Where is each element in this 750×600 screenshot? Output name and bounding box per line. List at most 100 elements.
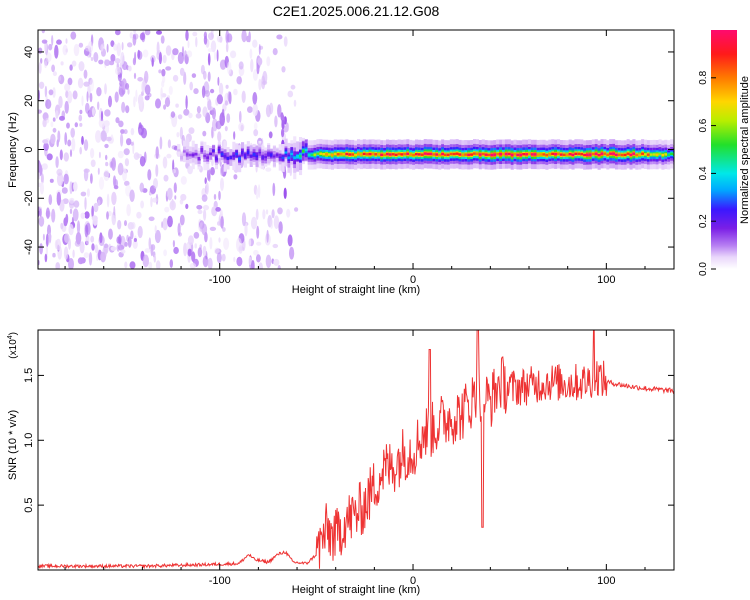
spectrogram-noise-blob — [98, 176, 105, 190]
spectrogram-noise-blob — [81, 95, 84, 107]
spectrogram-noise-blob — [84, 197, 87, 210]
spectrogram-ridge-cell — [446, 153, 450, 156]
spectrogram-ridge-cell — [635, 153, 639, 157]
spectrogram-noise-blob — [150, 196, 153, 208]
spectrogram-noise-blob — [189, 81, 193, 91]
spectrogram-ridge-cell — [304, 149, 308, 152]
spectrogram-noise-blob — [100, 251, 106, 263]
spectrogram-noise-blob — [252, 39, 258, 48]
spectrogram-noise-blob — [162, 54, 167, 64]
spectrogram-noise-blob — [196, 205, 203, 210]
spectrogram-ridge-cell — [600, 152, 604, 155]
spectrogram-noise-blob — [155, 146, 159, 160]
spectrogram-noise-blob — [172, 240, 175, 248]
spectrogram-noise-blob — [197, 247, 203, 258]
spectrogram-noise-blob — [151, 244, 156, 251]
snr-y-tick-label: 0.5 — [23, 497, 35, 512]
spectrogram-noise-blob — [81, 135, 84, 145]
spectrogram-ridge-cell — [336, 153, 340, 156]
spectrogram-noise-blob — [277, 265, 281, 269]
spectrogram-ridge-cell — [629, 153, 633, 157]
spectrogram-noise-blob — [67, 77, 73, 86]
spectrogram-noise-blob — [67, 139, 72, 147]
spectrogram-noise-blob — [74, 122, 79, 128]
spectrogram-noise-blob — [272, 182, 276, 197]
spectrogram-ridge-cell — [307, 153, 311, 157]
spectrogram-noise-blob — [88, 252, 93, 266]
spectrogram-noise-blob — [222, 227, 226, 232]
spectrogram-noise-blob — [116, 42, 122, 57]
spectrogram-noise-blob — [44, 85, 48, 98]
spectrogram-noise-blob — [148, 237, 152, 250]
spectrogram-noise-blob — [110, 54, 116, 62]
spectrogram-ridge-cell — [655, 153, 659, 156]
spectrogram-noise-blob — [62, 44, 68, 56]
spectrogram-noise-blob — [153, 254, 157, 263]
spectrogram-noise-blob — [271, 209, 275, 219]
spectrogram-noise-blob — [293, 99, 297, 107]
spectrogram-noise-blob — [90, 173, 93, 184]
spectrogram-noise-blob — [133, 30, 137, 35]
spectrogram-noise-blob — [108, 60, 115, 66]
spectrogram-noise-blob — [286, 208, 291, 218]
spectrogram-ridge-cell — [670, 152, 674, 155]
spectrogram-noise-blob — [164, 97, 171, 108]
spectrogram-noise-blob — [105, 161, 109, 167]
spectrogram-ridge-cell — [649, 153, 653, 156]
spectrogram-ridge-cell — [278, 156, 282, 159]
spectrogram-noise-blob — [204, 177, 207, 185]
spectrogram-noise-blob — [126, 65, 129, 71]
spectrogram-noise-blob — [105, 154, 108, 161]
spectrogram-ridge-cell — [214, 156, 218, 161]
spectrogram-noise-blob — [113, 185, 119, 190]
spectrogram-noise-blob — [216, 49, 219, 62]
spectrogram-noise-blob — [48, 43, 53, 51]
spectrogram-noise-blob — [93, 202, 99, 213]
spectrogram-noise-blob — [191, 73, 197, 78]
spectrogram-noise-blob — [262, 209, 266, 220]
spectrogram-noise-blob — [174, 195, 177, 200]
spectrogram-noise-blob — [187, 235, 194, 246]
spectrogram-noise-blob — [215, 207, 221, 212]
spectrogram-ridge-cell — [638, 153, 642, 156]
spectrogram-noise-blob — [83, 168, 89, 182]
spectrogram-noise-blob — [241, 212, 247, 227]
spectrogram-noise-blob — [209, 106, 213, 111]
spectrogram-ridge-cell — [493, 153, 497, 156]
spectrogram-noise-blob — [166, 190, 169, 197]
spectrogram-noise-blob — [180, 176, 187, 185]
spectrogram-noise-blob — [212, 118, 218, 132]
spectrogram-noise-blob — [162, 76, 166, 83]
spectrogram-noise-blob — [84, 224, 89, 238]
spectrogram-ridge-cell — [354, 153, 358, 157]
spectrogram-ridge-cell — [330, 153, 334, 157]
spectrogram-heatmap — [38, 30, 674, 269]
spectrogram-noise-blob — [207, 71, 211, 82]
spectrogram-noise-blob — [209, 237, 213, 250]
spectrogram-ridge-cell — [371, 152, 375, 156]
spectrogram-noise-blob — [238, 244, 243, 254]
spectrogram-noise-blob — [123, 129, 128, 135]
spectrogram-noise-blob — [83, 81, 90, 87]
spectrogram-panel: -100 0 100 -40 -20 0 20 40 Height of straight l… — [7, 29, 675, 296]
spectrogram-noise-blob — [69, 208, 73, 214]
spectrogram-noise-blob — [294, 207, 299, 212]
spectrogram-noise-blob — [161, 221, 164, 229]
spectrogram-ridge-cell — [243, 154, 247, 158]
spectrogram-noise-blob — [134, 51, 137, 63]
spectrogram-noise-blob — [118, 234, 122, 245]
spectrogram-noise-blob — [104, 109, 111, 117]
spectrogram-noise-blob — [96, 87, 102, 97]
spectrogram-noise-blob — [224, 126, 228, 132]
spectrogram-noise-blob — [133, 96, 136, 108]
spectrogram-noise-blob — [56, 172, 64, 187]
spectrogram-ridge-cell — [209, 152, 213, 155]
spectrogram-ridge-cell — [652, 153, 656, 156]
spectrogram-noise-blob — [151, 57, 154, 67]
spectrogram-noise-blob — [58, 95, 63, 109]
spectrogram-noise-blob — [247, 256, 252, 266]
spectrogram-ridge-cell — [478, 153, 482, 156]
spectrogram-noise-blob — [52, 87, 56, 98]
spectrogram-noise-blob — [161, 68, 166, 77]
spectrogram-noise-blob — [156, 30, 162, 35]
